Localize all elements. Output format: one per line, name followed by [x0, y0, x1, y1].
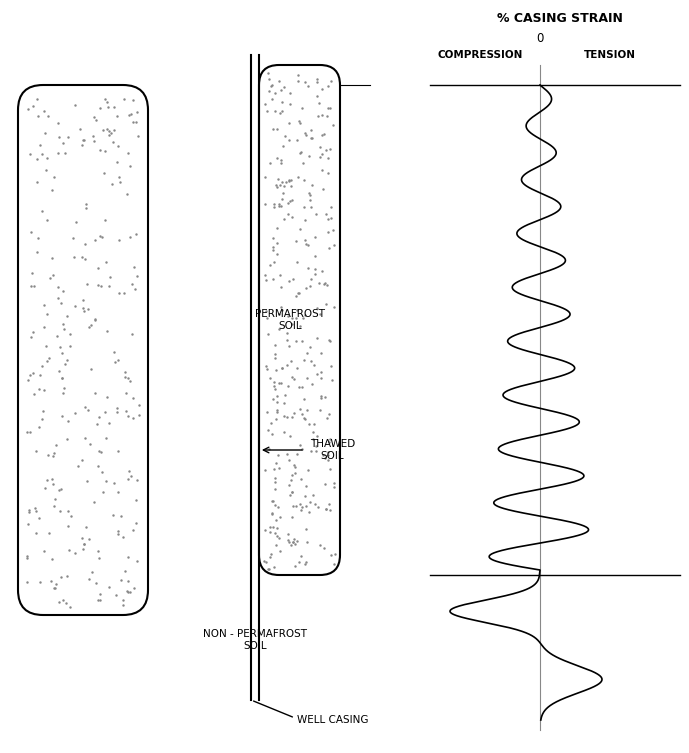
Text: NON - PERMAFROST
SOIL: NON - PERMAFROST SOIL: [203, 630, 307, 651]
FancyBboxPatch shape: [259, 65, 340, 575]
Text: % CASING STRAIN: % CASING STRAIN: [497, 11, 623, 25]
FancyBboxPatch shape: [18, 85, 148, 615]
Text: THAWED
SOIL: THAWED SOIL: [310, 439, 356, 461]
Text: PERMAFROST
SOIL: PERMAFROST SOIL: [255, 309, 325, 331]
Text: 0: 0: [536, 32, 544, 44]
Text: WELL CASING: WELL CASING: [297, 715, 369, 725]
Text: TENSION: TENSION: [584, 50, 636, 60]
Text: COMPRESSION: COMPRESSION: [438, 50, 523, 60]
